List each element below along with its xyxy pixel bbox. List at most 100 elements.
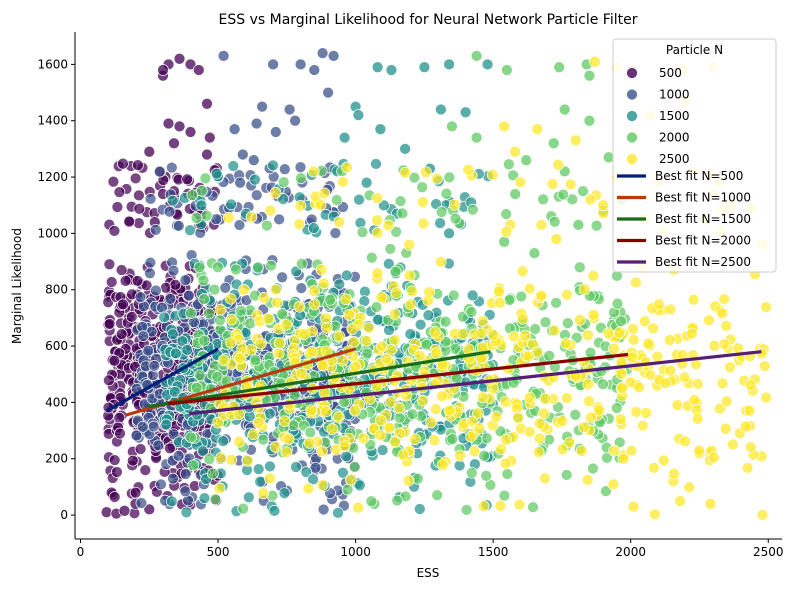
scatter-point [533,432,546,445]
scatter-point [341,161,353,174]
legend: Particle N 500 1000 1500 2000 2500 Best fit N=… [612,38,777,273]
scatter-point [418,61,431,74]
scatter-point [460,504,473,516]
chart-title: ESS vs Marginal Likelihood for Neural Ne… [219,12,638,28]
x-axis-label: ESS [417,566,440,580]
scatter-point [365,251,378,264]
scatter-point [190,212,203,224]
scatter-point [338,440,351,453]
scatter-point [550,297,562,309]
scatter-point [610,402,623,414]
scatter-point [389,265,402,278]
fit-line-5 [188,350,762,416]
scatter-point [271,296,284,309]
scatter-point [158,311,171,324]
y-tick-label: 800 [45,283,68,297]
scatter-point [264,472,276,485]
scatter-point [320,405,332,418]
scatter-point [162,117,175,130]
scatter-point [674,495,687,507]
scatter-point [181,344,194,356]
scatter-point [613,436,626,449]
legend-entry: Best fit N=2000 [655,234,751,248]
scatter-point [294,58,307,71]
scatter-point [276,308,289,320]
scatter-point [264,204,277,217]
scatter-point [132,159,144,172]
scatter-point [269,441,282,453]
scatter-point [256,100,268,113]
scatter-point [382,258,395,270]
scatter-point [535,289,548,302]
scatter-point [481,58,494,71]
scatter-point [119,275,132,287]
legend-entry: 1000 [659,88,690,102]
scatter-point [317,503,330,516]
scatter-point [659,377,672,390]
legend-entry: Best fit N=2500 [655,255,751,269]
x-tick-label: 500 [207,545,230,559]
scatter-point [436,458,449,471]
scatter-point [758,360,771,372]
scatter-point [123,215,136,228]
scatter-point [349,404,361,417]
scatter-point [252,417,265,429]
scatter-point [582,329,594,342]
scatter-point [247,154,260,167]
scatter-point [589,55,601,68]
scatter-point [129,172,142,185]
scatter-point [361,347,374,360]
scatter-point [630,406,643,418]
scatter-point [473,422,486,435]
scatter-point [739,420,752,433]
scatter-point [519,329,532,342]
scatter-point [360,335,373,347]
scatter-point [155,478,167,491]
scatter-point [360,176,373,189]
scatter-point [370,158,382,170]
scatter-point [378,199,390,212]
scatter-point [636,419,649,432]
scatter-point [306,345,318,358]
scatter-point [149,223,162,236]
scatter-point [308,285,320,297]
scatter-point [633,381,646,394]
scatter-point [501,468,514,480]
scatter-point [143,503,156,516]
scatter-point [300,466,313,478]
scatter-point [537,193,549,206]
scatter-point [166,194,179,207]
scatter-point [210,167,223,180]
scatter-point [569,134,582,147]
scatter-point [477,500,490,512]
scatter-point [133,189,145,202]
scatter-point [255,337,267,350]
scatter-point [390,287,403,299]
fit-line-3 [147,350,491,409]
scatter-point [316,445,328,458]
scatter-point [129,486,142,499]
scatter-point [502,158,515,171]
scatter-point [403,269,416,282]
scatter-point [265,259,277,272]
scatter-point [115,328,128,340]
scatter-point [527,501,539,513]
scatter-point [560,469,573,481]
scatter-point [547,137,560,150]
scatter-point [237,502,250,515]
scatter-point [435,103,447,116]
x-ticks: 0 500 1000 1500 2000 2500 [77,539,784,559]
scatter-point [459,106,472,119]
scatter-point [403,238,416,251]
scatter-point [295,172,307,185]
scatter-point [184,224,196,237]
scatter-point [539,472,551,485]
scatter-point [647,322,659,335]
scatter-point [626,351,639,364]
scatter-point [627,333,640,346]
scatter-point [529,323,541,335]
scatter-point [756,509,769,521]
scatter-point [443,404,456,417]
scatter-point [273,213,286,226]
